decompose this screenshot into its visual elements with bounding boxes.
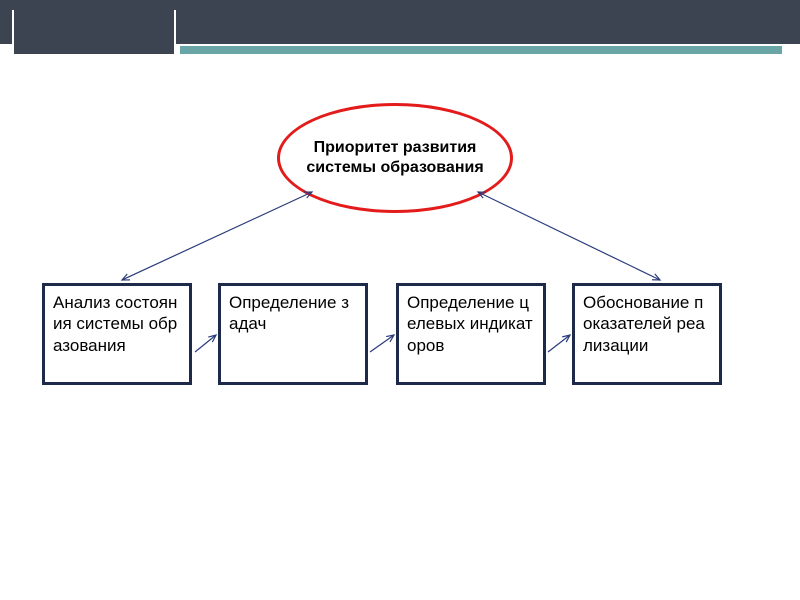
process-box-label: Определение целевых индикаторов <box>407 293 533 355</box>
process-box-label: Анализ состояния системы образования <box>53 293 177 355</box>
header-teal-strip <box>180 46 782 54</box>
header-tab <box>12 10 176 56</box>
slide-header <box>0 0 800 48</box>
process-box-1: Анализ состояния системы образования <box>42 283 192 385</box>
process-box-2: Определение задач <box>218 283 368 385</box>
process-box-3: Определение целевых индикаторов <box>396 283 546 385</box>
slide: Приоритет развития системы образования А… <box>0 0 800 600</box>
process-box-4: Обоснование показателей реализации <box>572 283 722 385</box>
process-box-label: Обоснование показателей реализации <box>583 293 705 355</box>
priority-ellipse-label: Приоритет развития системы образования <box>292 138 498 178</box>
process-box-label: Определение задач <box>229 293 349 333</box>
priority-ellipse: Приоритет развития системы образования <box>277 103 513 213</box>
